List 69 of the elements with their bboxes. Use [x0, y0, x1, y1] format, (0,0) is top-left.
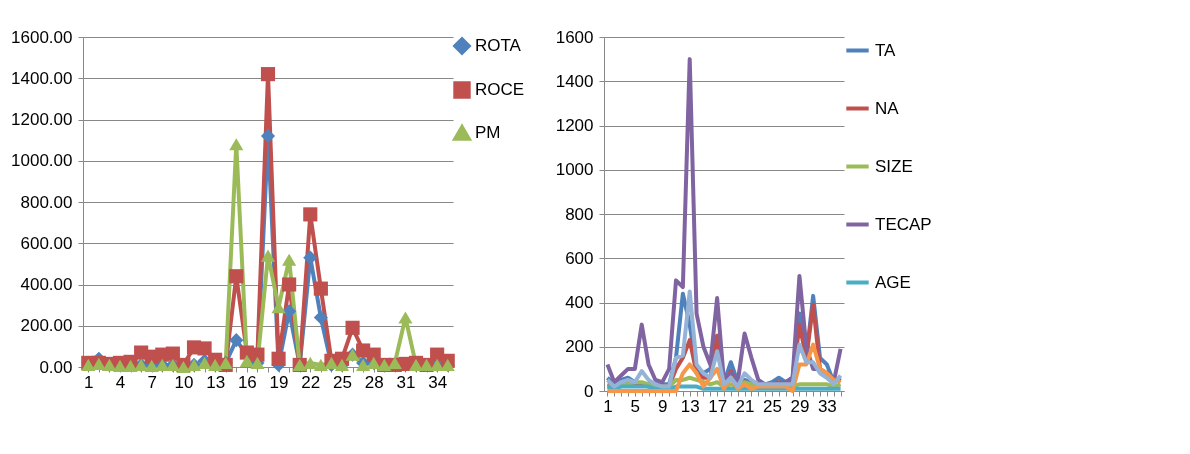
x-tick-label: 1 — [84, 372, 94, 392]
x-tick-label: 1 — [603, 396, 613, 416]
point — [239, 354, 254, 367]
y-tick-label: 0.00 — [39, 357, 73, 377]
point — [250, 347, 265, 362]
y-tick-label: 1000 — [555, 160, 594, 180]
x-tick-label: 29 — [790, 396, 810, 416]
x-tick-label: 5 — [630, 396, 641, 416]
point — [282, 304, 297, 319]
y-tick-label: 800 — [565, 204, 594, 224]
point — [345, 320, 360, 335]
y-tick-label: 600.00 — [20, 233, 73, 253]
legend-label: TA — [875, 40, 897, 60]
y-tick-label: 1200.00 — [11, 110, 73, 129]
point — [313, 358, 328, 372]
x-tick-label: 4 — [115, 372, 126, 392]
point — [282, 253, 297, 266]
point — [165, 346, 180, 361]
x-tick-label: 25 — [333, 372, 352, 392]
x-tick-label: 7 — [147, 372, 157, 392]
point — [398, 311, 413, 324]
x-tick-label: 22 — [301, 372, 321, 392]
y-tick-label: 1600.00 — [11, 27, 73, 47]
y-tick-label: 400 — [565, 293, 594, 312]
y-tick-label: 600 — [565, 248, 594, 268]
y-tick-label: 200 — [565, 337, 594, 357]
y-tick-label: 200.00 — [20, 316, 73, 336]
x-tick-label: 9 — [658, 396, 668, 416]
point — [229, 269, 244, 284]
x-tick-label: 31 — [396, 372, 416, 392]
legend-label: AGE — [875, 272, 911, 292]
legend-label: ROCE — [475, 80, 525, 99]
point — [260, 128, 276, 144]
y-tick-label: 1400 — [555, 71, 594, 91]
point — [197, 341, 212, 356]
point — [260, 67, 276, 82]
x-tick-label: 34 — [428, 372, 448, 392]
legend-label: NA — [875, 98, 900, 118]
x-tick-label: 25 — [763, 396, 782, 416]
x-tick-label: 21 — [735, 396, 755, 416]
x-tick-label: 16 — [237, 372, 257, 392]
point — [303, 356, 318, 369]
x-tick-label: 10 — [174, 372, 194, 392]
x-tick-label: 33 — [817, 396, 837, 416]
y-tick-label: 1600 — [555, 27, 594, 47]
x-tick-label: 13 — [680, 396, 700, 416]
y-tick-label: 1200 — [555, 116, 594, 135]
legend-label: PM — [475, 123, 501, 142]
legend-label: ROTA — [475, 36, 522, 55]
point — [303, 207, 318, 222]
point — [313, 310, 328, 325]
point — [282, 277, 297, 292]
y-tick-label: 800.00 — [20, 192, 73, 212]
legend-label: TECAP — [875, 214, 932, 234]
x-tick-label: 28 — [364, 372, 384, 392]
point — [260, 249, 276, 262]
y-tick-label: 1000.00 — [11, 151, 73, 171]
x-tick-label: 19 — [269, 372, 289, 392]
point — [271, 351, 286, 366]
point — [303, 250, 318, 265]
y-tick-label: 1400.00 — [11, 68, 73, 88]
point — [313, 281, 328, 296]
x-tick-label: 17 — [708, 396, 728, 416]
y-tick-label: 0 — [584, 381, 594, 401]
point — [229, 333, 244, 348]
y-tick-label: 400.00 — [20, 275, 73, 294]
legend-label: SIZE — [875, 156, 913, 176]
point — [229, 138, 244, 151]
x-tick-label: 13 — [206, 372, 226, 392]
